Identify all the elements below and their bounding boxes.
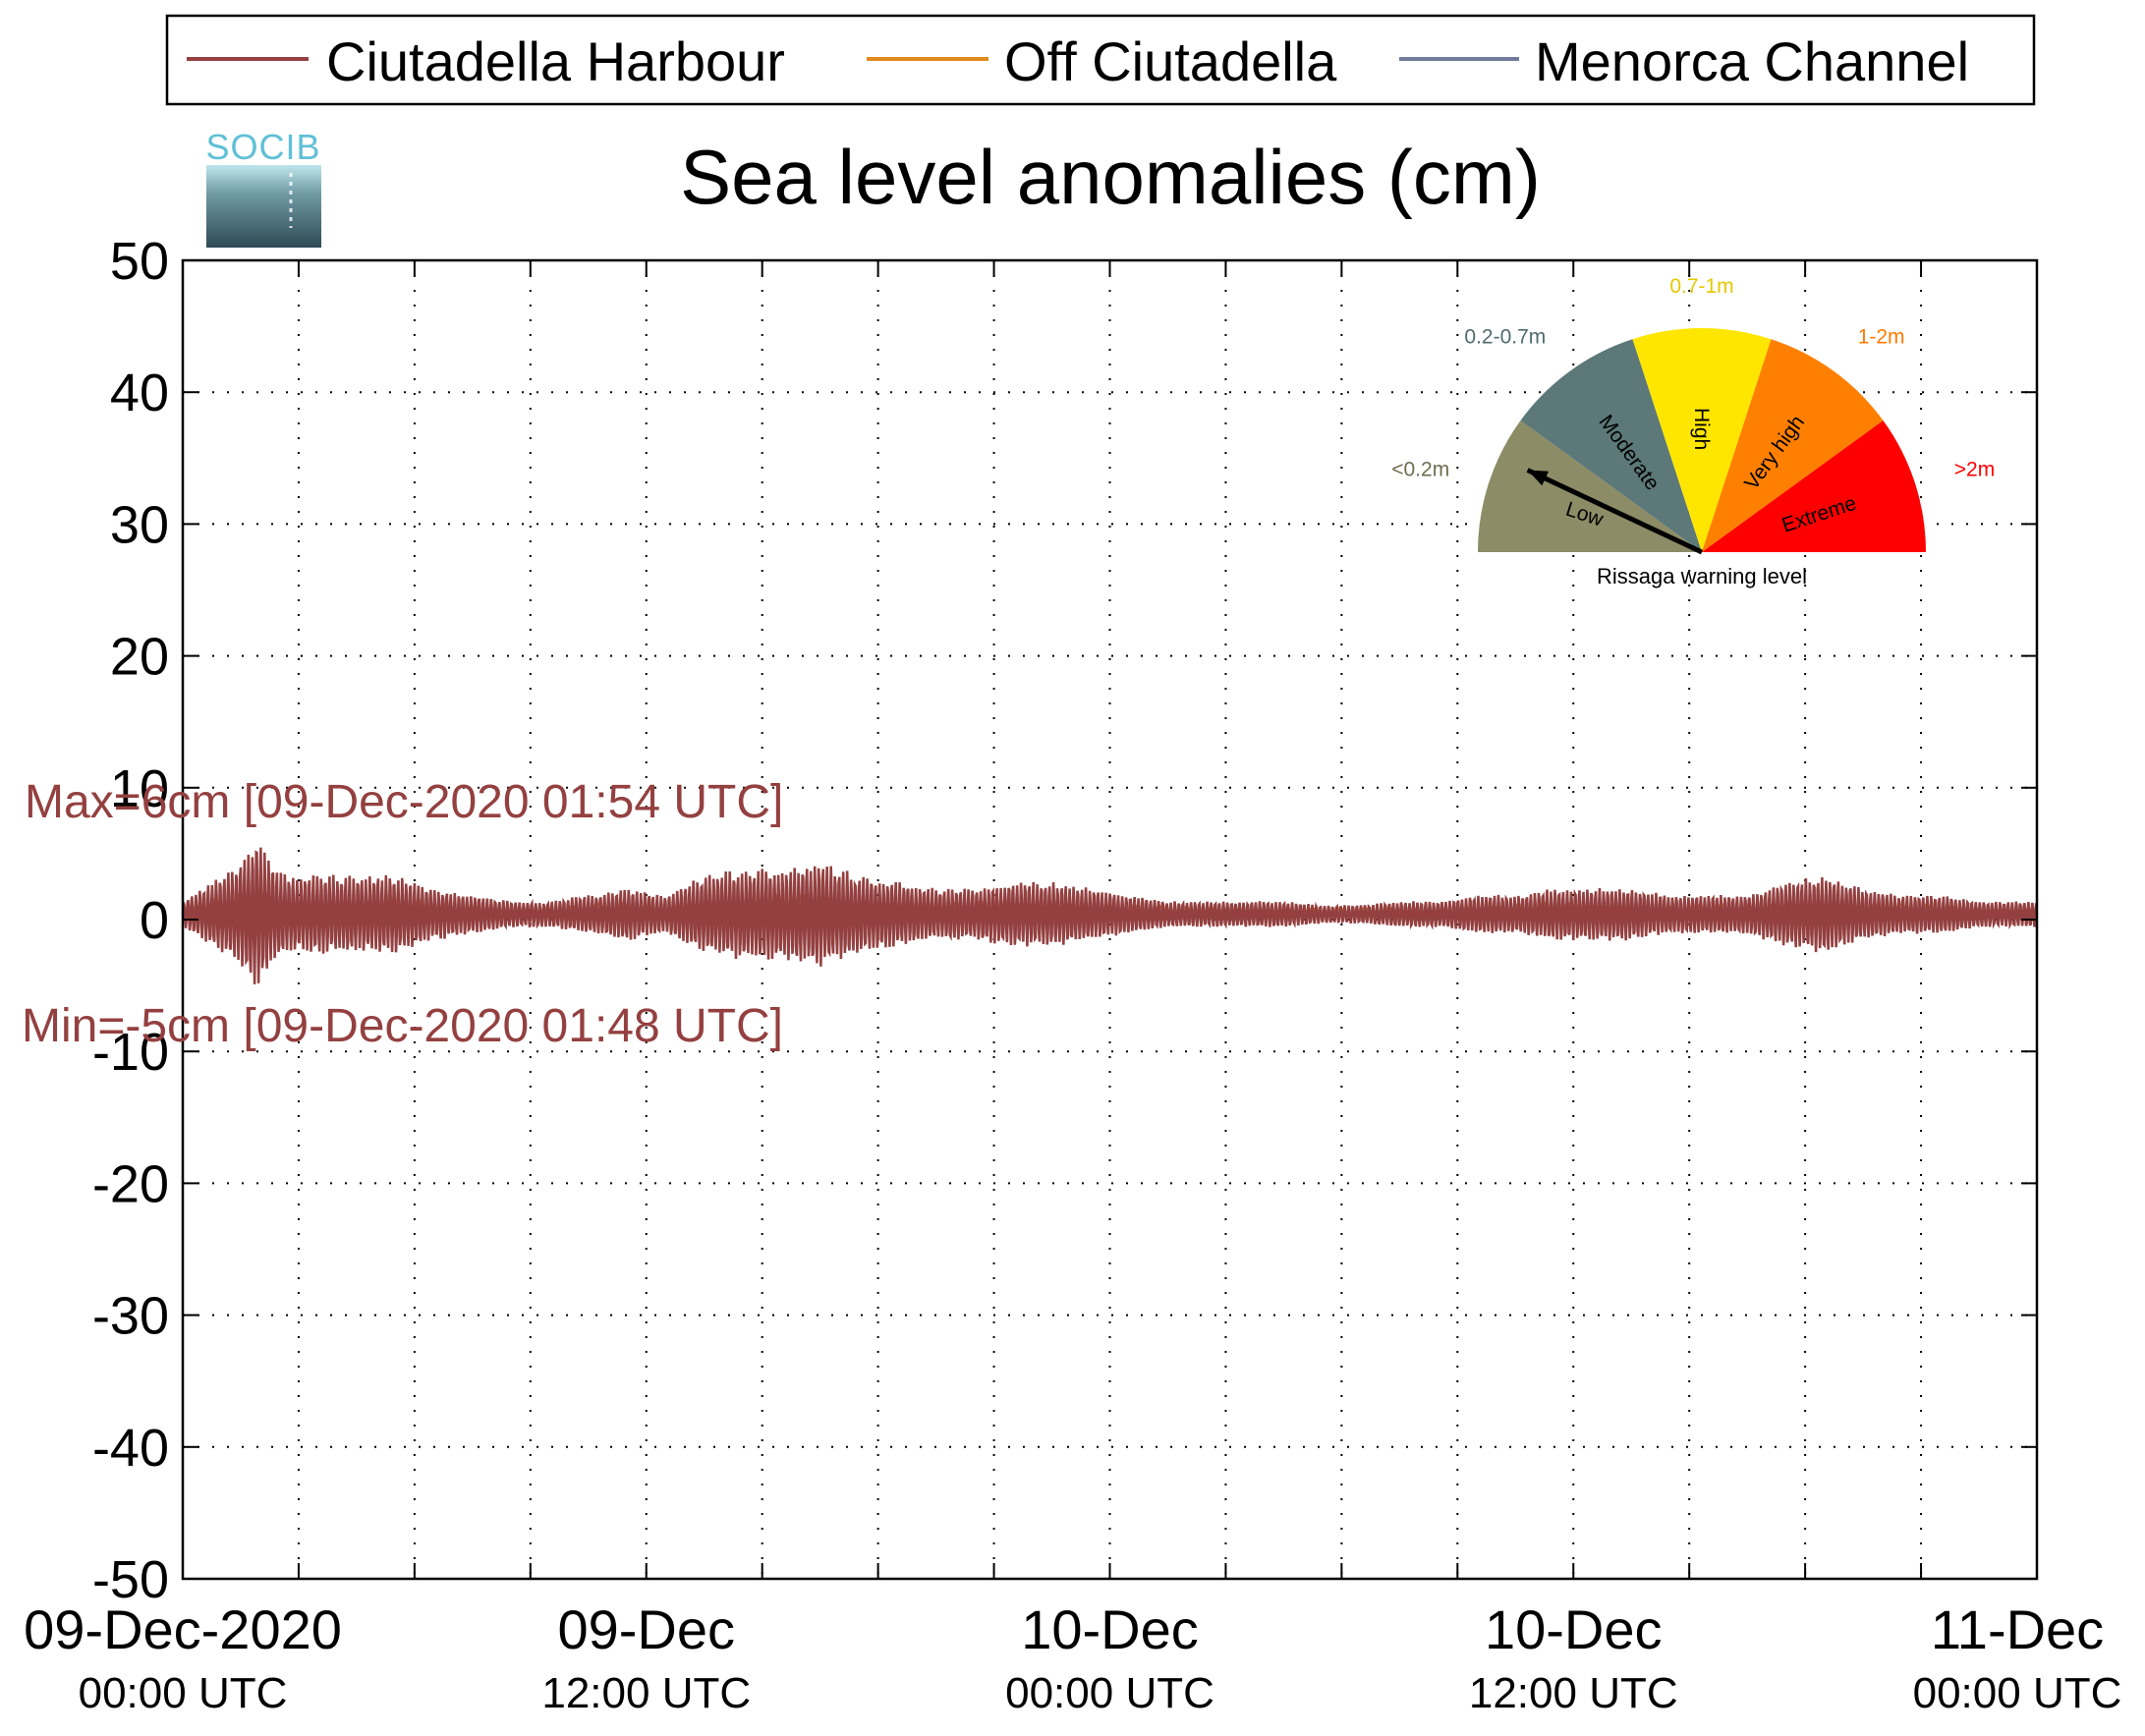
series-layer bbox=[181, 847, 2039, 984]
x-tick-label-date: 09-Dec bbox=[557, 1598, 735, 1660]
x-tick-label-date: 09-Dec-2020 bbox=[24, 1598, 342, 1660]
gauge-range-extreme: >2m bbox=[1954, 459, 1995, 481]
y-tick-label: 10 bbox=[110, 759, 169, 818]
gauge-needle-head bbox=[1527, 470, 1550, 486]
y-tick-label: 40 bbox=[110, 364, 169, 422]
x-tick-label-time: 12:00 UTC bbox=[1469, 1669, 1678, 1717]
y-axis: 50 40 30 20 10 0 -10 -20 -30 -40 -50 bbox=[92, 232, 169, 1609]
y-tick-label: 30 bbox=[110, 495, 169, 554]
gauge-range-moderate: 0.2-0.7m bbox=[1464, 326, 1546, 349]
legend: Ciutadella Harbour Off Ciutadella Menorc… bbox=[165, 14, 2036, 106]
x-tick-label-time: 12:00 UTC bbox=[541, 1669, 751, 1717]
series-line-ciutadella-harbour bbox=[181, 847, 2039, 984]
gauge-range-high: 0.7-1m bbox=[1669, 275, 1733, 298]
gauge-needle bbox=[1526, 468, 1704, 555]
gauge-segment-very-high bbox=[1702, 339, 1884, 552]
socib-logo-mark bbox=[206, 165, 321, 248]
x-tick-label-time: 00:00 UTC bbox=[79, 1669, 288, 1717]
gauge-range-very-high: 1-2m bbox=[1858, 326, 1905, 349]
x-tick-label-time: 00:00 UTC bbox=[1913, 1669, 2122, 1717]
gauge-segment-moderate bbox=[1520, 339, 1702, 552]
y-tick-label: -40 bbox=[92, 1419, 169, 1478]
x-tick-label-time: 00:00 UTC bbox=[1005, 1669, 1214, 1717]
gauge-caption: Rissaga warning level bbox=[1597, 564, 1807, 588]
gauge-segment-low bbox=[1478, 420, 1702, 552]
chart-title: Sea level anomalies (cm) bbox=[680, 134, 1541, 220]
y-tick-label: 20 bbox=[110, 628, 169, 687]
x-tick-label-date: 10-Dec bbox=[1021, 1598, 1199, 1660]
x-tick-label-date: 10-Dec bbox=[1485, 1598, 1663, 1660]
gauge-segment-high bbox=[1632, 328, 1772, 552]
x-tick-label-date: 11-Dec bbox=[1931, 1598, 2104, 1660]
y-tick-label: -50 bbox=[92, 1550, 169, 1609]
plot-frame bbox=[181, 258, 2039, 1581]
y-tick-label: 50 bbox=[110, 232, 169, 291]
gauge-label-high: High bbox=[1690, 408, 1713, 450]
socib-logo-text: SOCIB bbox=[205, 127, 320, 167]
legend-label-ciutadella-harbour: Ciutadella Harbour bbox=[326, 30, 785, 92]
rissaga-warning-gauge: Rissaga warning level Low<0.2m Moderate0.… bbox=[1391, 275, 1995, 588]
x-axis: 09-Dec-2020 00:00 UTC 09-Dec 12:00 UTC 10-De… bbox=[24, 1598, 2121, 1717]
min-annotation: Min=-5cm [09-Dec-2020 01:48 UTC] bbox=[22, 1000, 783, 1052]
y-tick-label: -30 bbox=[92, 1287, 169, 1346]
y-tick-label: -20 bbox=[92, 1154, 169, 1213]
legend-label-off-ciutadella: Off Ciutadella bbox=[1004, 30, 1337, 92]
max-annotation: Max=6cm [09-Dec-2020 01:54 UTC] bbox=[25, 776, 783, 828]
gauge-range-low: <0.2m bbox=[1391, 459, 1449, 481]
socib-logo: SOCIB bbox=[205, 127, 321, 248]
y-tick-label: -10 bbox=[92, 1023, 169, 1082]
legend-label-menorca-channel: Menorca Channel bbox=[1535, 30, 1969, 92]
legend-frame bbox=[165, 14, 2036, 106]
gauge-segment-extreme bbox=[1702, 420, 1926, 552]
y-tick-label: 0 bbox=[140, 891, 169, 950]
